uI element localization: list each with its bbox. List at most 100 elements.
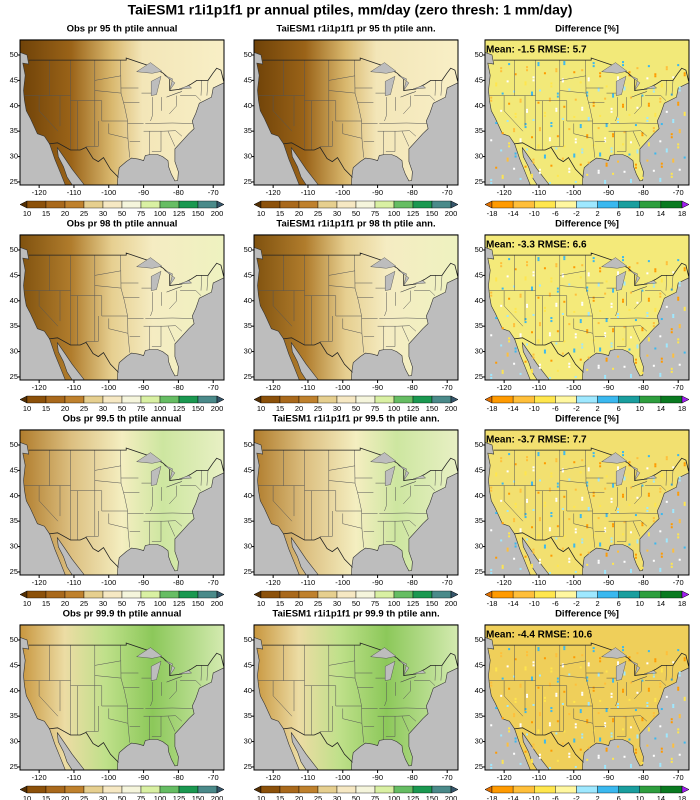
border — [493, 252, 690, 286]
speck — [537, 649, 540, 652]
speck — [683, 156, 686, 159]
colorbar-label: 14 — [657, 209, 665, 218]
speck — [628, 543, 631, 546]
speck — [495, 84, 498, 87]
speck — [490, 684, 493, 687]
speck — [636, 149, 639, 152]
speck — [605, 123, 608, 126]
lon-label: -100 — [101, 578, 116, 587]
speck — [574, 683, 577, 686]
lon-label: -70 — [442, 383, 453, 392]
speck — [617, 117, 620, 120]
lon-label: -100 — [335, 578, 350, 587]
speck — [652, 325, 655, 328]
lat-label: 30 — [244, 542, 252, 551]
lon-label: -100 — [566, 188, 581, 197]
speck — [508, 337, 511, 340]
speck — [501, 761, 504, 764]
speck — [490, 99, 493, 102]
speck — [556, 525, 559, 528]
speck — [514, 545, 517, 548]
state-line — [94, 480, 122, 484]
colorbar-segment — [534, 395, 556, 404]
speck — [622, 451, 625, 454]
speck — [683, 659, 686, 662]
lat-label: 40 — [10, 101, 18, 110]
speck — [647, 339, 650, 342]
state-line — [272, 95, 293, 132]
speck — [501, 371, 504, 374]
speck — [526, 695, 529, 698]
state-line — [342, 123, 362, 139]
speck — [665, 150, 668, 153]
speck — [672, 511, 675, 514]
speck — [678, 479, 681, 482]
speck — [678, 86, 681, 89]
colorbar-segment — [298, 200, 319, 209]
state-line — [151, 326, 162, 347]
speck — [660, 473, 663, 476]
speck — [629, 96, 632, 99]
speck — [628, 269, 631, 272]
speck — [519, 488, 522, 491]
speck — [660, 360, 663, 363]
map-panel: TaiESM1 r1i1p1f1 pr 98 th ptile ann.-120… — [244, 219, 459, 413]
speck — [519, 100, 522, 103]
lon-label: -90 — [372, 578, 383, 587]
speck — [490, 96, 493, 99]
speck — [524, 668, 527, 671]
colorbar-segment — [355, 590, 376, 599]
speck — [574, 570, 577, 573]
colorbar-label: 14 — [657, 794, 665, 800]
speck — [636, 496, 639, 499]
lat-label: 45 — [244, 75, 252, 84]
speck — [531, 288, 534, 291]
speck — [581, 691, 584, 694]
frame — [484, 39, 690, 186]
speck — [574, 141, 577, 144]
speck — [495, 317, 498, 320]
speck — [568, 673, 571, 676]
colorbar-label: 100 — [154, 794, 167, 800]
speck — [573, 153, 576, 156]
speck — [629, 141, 632, 144]
speck — [538, 171, 541, 174]
speck — [672, 271, 675, 274]
speck — [538, 753, 541, 756]
colorbar-segment — [374, 785, 395, 794]
state-line — [120, 450, 130, 548]
colorbar-segment — [83, 200, 104, 209]
speck — [678, 89, 681, 92]
lake — [179, 475, 193, 480]
speck — [563, 61, 566, 64]
speck — [537, 257, 540, 260]
speck — [597, 517, 600, 520]
colorbar-segment — [102, 590, 123, 599]
speck — [519, 177, 522, 180]
colorbar-label: 100 — [388, 599, 401, 608]
speck — [561, 312, 564, 315]
stats-annotation: Mean: -3.7 RMSE: 7.7 — [486, 435, 587, 446]
state-line — [414, 485, 436, 491]
speck — [634, 751, 637, 754]
colorbar-segment — [393, 785, 414, 794]
speck — [647, 104, 650, 107]
speck — [519, 490, 522, 493]
speck — [490, 529, 493, 532]
lake — [631, 286, 647, 293]
speck — [610, 302, 613, 305]
map-panel: Difference [%]-120 -110 -100 -90 -80 -7050454… — [475, 414, 690, 608]
state-line — [377, 130, 417, 137]
speck — [586, 484, 589, 487]
speck — [599, 154, 602, 157]
state-line — [503, 290, 524, 327]
speck — [646, 744, 649, 747]
speck — [683, 267, 686, 270]
lon-label: -110 — [67, 383, 81, 392]
speck — [647, 729, 650, 732]
speck — [587, 508, 590, 511]
colorbar: 10 15 20 25 30 50 75 100 125 150 200 — [19, 200, 225, 218]
speck — [506, 275, 509, 278]
state-line — [328, 285, 356, 289]
speck — [677, 728, 680, 731]
